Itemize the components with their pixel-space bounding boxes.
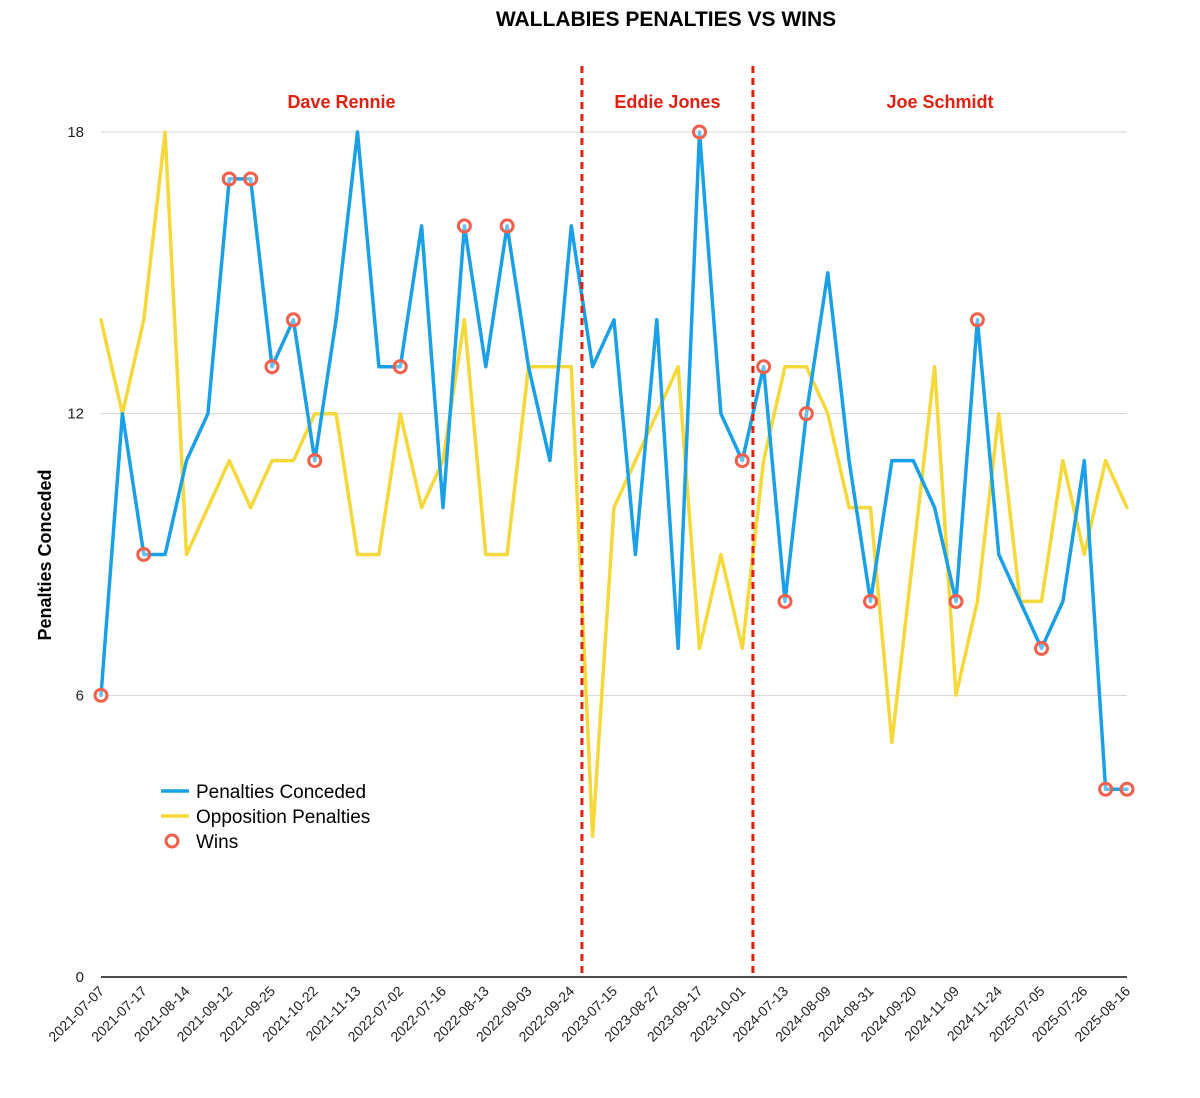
win-marker	[307, 453, 323, 469]
legend-label-penalties-conceded: Penalties Conceded	[196, 782, 366, 803]
legend-label-opposition-penalties: Opposition Penalties	[196, 807, 370, 828]
win-marker	[756, 359, 772, 375]
series-layer	[99, 130, 1129, 838]
y-tick-labels: 0 6 12 18	[67, 124, 84, 986]
y-tick-0: 0	[76, 969, 84, 986]
y-axis-label: Penalties Conceded	[35, 469, 55, 640]
wins-markers	[93, 124, 1135, 797]
era-labels: Dave Rennie Eddie Jones Joe Schmidt	[287, 92, 993, 112]
legend-label-wins: Wins	[196, 832, 238, 853]
legend-swatch-wins	[164, 833, 180, 849]
win-marker	[392, 359, 408, 375]
x-tick-labels: 2021-07-072021-07-172021-08-142021-09-12…	[45, 983, 1133, 1045]
win-marker	[285, 312, 301, 328]
win-marker	[264, 359, 280, 375]
win-marker	[969, 312, 985, 328]
win-marker	[1119, 781, 1135, 797]
win-marker	[863, 593, 878, 609]
series-line-penalties-conceded	[99, 130, 1129, 791]
era-label-dave-rennie: Dave Rennie	[287, 92, 395, 112]
win-marker	[243, 171, 259, 187]
win-marker	[1034, 640, 1049, 656]
win-marker	[456, 218, 472, 234]
win-marker	[93, 687, 109, 703]
era-label-eddie-jones: Eddie Jones	[614, 92, 720, 112]
win-marker	[136, 547, 152, 562]
legend: Penalties Conceded Opposition Penalties …	[161, 782, 370, 853]
y-tick-18: 18	[67, 124, 84, 141]
gridlines	[101, 131, 1127, 978]
win-marker	[692, 124, 707, 140]
y-tick-6: 6	[76, 687, 84, 704]
win-marker	[948, 593, 964, 609]
era-dividers	[580, 66, 755, 977]
win-marker	[221, 171, 237, 187]
chart-title: WALLABIES PENALTIES VS WINS	[496, 8, 836, 31]
win-marker	[1098, 781, 1114, 797]
y-tick-12: 12	[67, 406, 84, 423]
win-marker	[798, 406, 814, 422]
win-marker	[734, 453, 750, 469]
era-label-joe-schmidt: Joe Schmidt	[886, 92, 993, 112]
series-line-opposition-penalties	[99, 130, 1129, 838]
win-marker	[499, 218, 515, 234]
win-marker	[777, 593, 793, 609]
